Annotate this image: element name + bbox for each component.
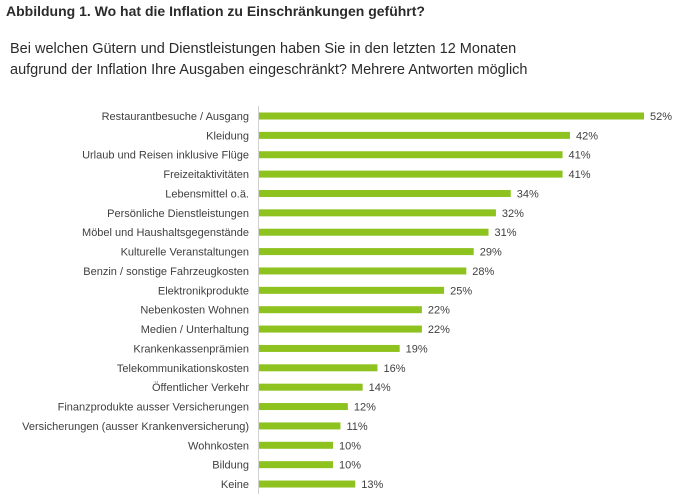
bar	[259, 209, 496, 217]
category-label: Elektronikprodukte	[158, 285, 249, 297]
category-label: Kleidung	[206, 130, 249, 142]
bar	[259, 364, 378, 372]
value-label: 41%	[569, 150, 591, 162]
category-label: Keine	[221, 479, 249, 491]
value-label: 19%	[406, 343, 428, 355]
value-label: 29%	[480, 247, 502, 259]
value-label: 16%	[383, 363, 405, 375]
category-label: Öffentlicher Verkehr	[152, 382, 249, 394]
value-label: 41%	[569, 169, 591, 181]
category-label: Urlaub und Reisen inklusive Flüge	[82, 150, 249, 162]
bar	[259, 170, 563, 178]
category-label: Krankenkassenprämien	[133, 343, 249, 355]
category-label: Restaurantbesuche / Ausgang	[102, 111, 249, 123]
category-label: Telekommunikationskosten	[117, 363, 249, 375]
value-label: 32%	[502, 208, 524, 220]
category-label: Nebenkosten Wohnen	[140, 305, 249, 317]
category-label: Wohnkosten	[188, 440, 249, 452]
bar	[259, 403, 348, 411]
value-label: 14%	[369, 382, 391, 394]
bar	[259, 383, 363, 391]
value-label: 34%	[517, 188, 539, 200]
category-label: Medien / Unterhaltung	[141, 324, 249, 336]
category-label: Persönliche Dienstleistungen	[107, 208, 249, 220]
category-label: Versicherungen (ausser Krankenversicheru…	[22, 421, 249, 433]
value-label: 31%	[495, 227, 517, 239]
category-label: Finanzprodukte ausser Versicherungen	[58, 402, 249, 414]
value-label: 28%	[472, 266, 494, 278]
bar	[259, 461, 334, 469]
bar	[259, 344, 400, 352]
figure-subtitle: Bei welchen Gütern und Dienstleistungen …	[10, 41, 528, 78]
category-label: Lebensmittel o.ä.	[165, 188, 249, 200]
value-label: 22%	[428, 324, 450, 336]
bar	[259, 151, 563, 159]
category-label: Möbel und Haushaltsgegenstände	[82, 227, 249, 239]
value-label: 13%	[361, 479, 383, 491]
category-label: Freizeitaktivitäten	[163, 169, 249, 181]
value-label: 22%	[428, 305, 450, 317]
category-label: Benzin / sonstige Fahrzeugkosten	[83, 266, 249, 278]
value-label: 12%	[354, 402, 376, 414]
value-label: 25%	[450, 285, 472, 297]
value-label: 42%	[576, 130, 598, 142]
bar	[259, 422, 341, 430]
bar	[259, 325, 422, 333]
bar	[259, 112, 644, 120]
value-label: 10%	[339, 440, 361, 452]
value-label: 10%	[339, 460, 361, 472]
bar	[259, 480, 356, 488]
category-label: Kulturelle Veranstaltungen	[121, 247, 249, 259]
value-label: 52%	[650, 111, 672, 123]
value-label: 11%	[346, 421, 367, 433]
bar-series: Restaurantbesuche / Ausgang 52% Kleidung 42…	[22, 111, 672, 491]
bar	[259, 286, 445, 294]
bar	[259, 267, 467, 275]
bar	[259, 441, 334, 449]
bar	[259, 189, 511, 197]
figure-title: Abbildung 1. Wo hat die Inflation zu Ein…	[6, 3, 425, 19]
bar	[259, 228, 489, 236]
bar	[259, 306, 422, 314]
bar	[259, 248, 474, 256]
bar	[259, 131, 570, 139]
category-label: Bildung	[212, 460, 249, 472]
